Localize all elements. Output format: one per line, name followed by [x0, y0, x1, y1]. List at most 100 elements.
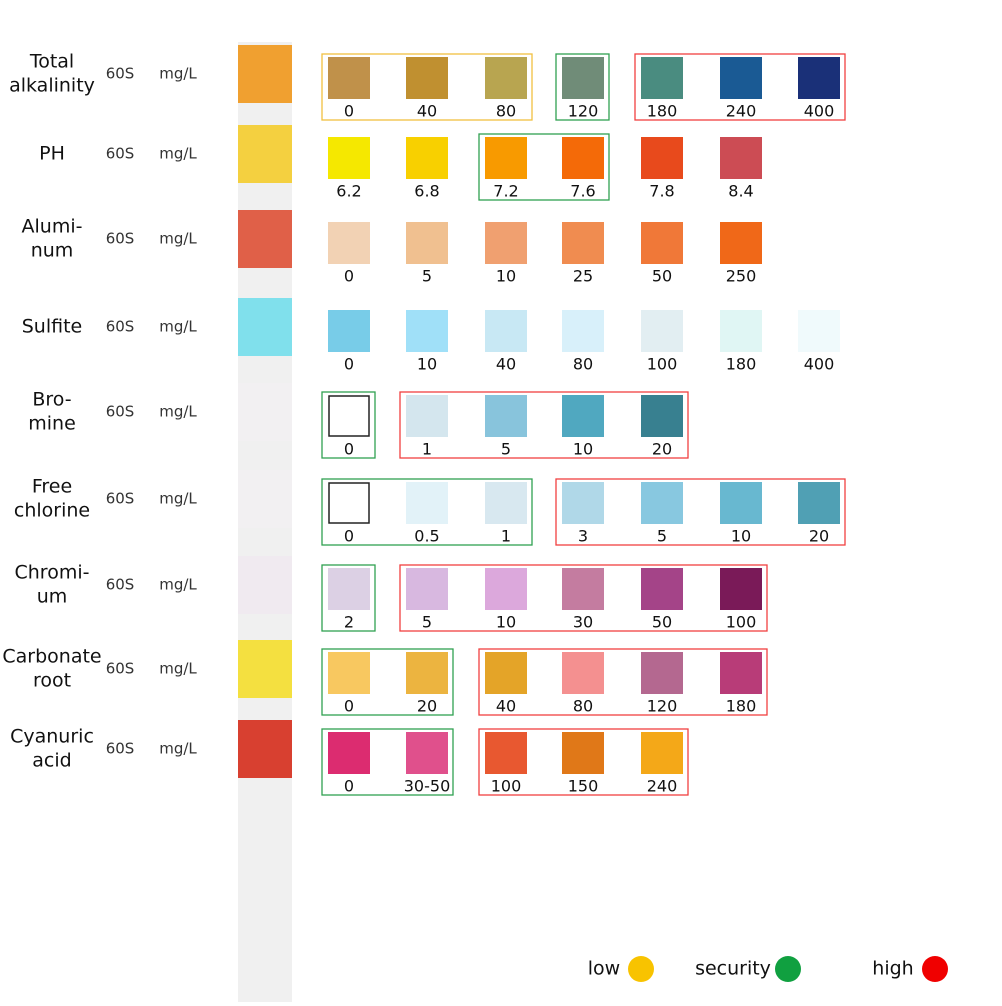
swatch-value: 40 — [496, 697, 516, 716]
color-swatch — [328, 222, 370, 264]
color-swatch — [406, 568, 448, 610]
swatch-value: 120 — [647, 697, 678, 716]
range-box — [399, 564, 768, 632]
swatch-value: 40 — [496, 355, 516, 374]
swatch-value: 100 — [647, 355, 678, 374]
color-swatch — [562, 310, 604, 352]
color-swatch — [485, 482, 527, 524]
color-swatch — [798, 482, 840, 524]
parameter-name: Cyanuric — [10, 726, 94, 748]
color-swatch — [641, 395, 683, 437]
swatch-value: 240 — [726, 102, 757, 121]
strip-pad — [238, 556, 292, 614]
strip-pad — [238, 470, 292, 528]
color-swatch — [720, 482, 762, 524]
color-swatch — [328, 57, 370, 99]
swatch-value: 0 — [344, 527, 354, 546]
legend-label: low — [588, 958, 620, 980]
swatch-value: 80 — [573, 355, 593, 374]
color-swatch — [641, 137, 683, 179]
swatch-value: 240 — [647, 777, 678, 796]
swatch-value: 30-50 — [404, 777, 451, 796]
color-swatch — [406, 652, 448, 694]
swatch-value: 2 — [344, 613, 354, 632]
test-time: 60S — [106, 230, 135, 248]
color-swatch — [798, 310, 840, 352]
swatch-value: 1 — [422, 440, 432, 459]
color-swatch — [328, 395, 370, 437]
color-swatch — [406, 137, 448, 179]
parameter-name: PH — [39, 143, 65, 165]
legend-label: security — [695, 958, 771, 980]
unit: mg/L — [159, 145, 197, 163]
swatch-value: 250 — [726, 267, 757, 286]
strip-pad — [238, 640, 292, 698]
color-swatch — [328, 482, 370, 524]
swatch-value: 180 — [647, 102, 678, 121]
unit: mg/L — [159, 660, 197, 678]
swatch-value: 180 — [726, 697, 757, 716]
range-box — [321, 648, 454, 716]
swatch-value: 8.4 — [728, 182, 753, 201]
swatch-value: 5 — [657, 527, 667, 546]
color-swatch — [720, 310, 762, 352]
color-swatch — [562, 222, 604, 264]
strip-pad — [238, 720, 292, 778]
test-time: 60S — [106, 403, 135, 421]
color-swatch — [485, 57, 527, 99]
color-swatch — [562, 568, 604, 610]
unit: mg/L — [159, 490, 197, 508]
range-box — [321, 728, 454, 796]
color-swatch — [641, 222, 683, 264]
unit: mg/L — [159, 230, 197, 248]
swatch-value: 10 — [496, 613, 516, 632]
color-swatch — [562, 395, 604, 437]
color-swatch — [562, 732, 604, 774]
color-swatch — [562, 137, 604, 179]
color-swatch — [641, 57, 683, 99]
unit: mg/L — [159, 576, 197, 594]
parameter-name: Total — [29, 51, 74, 73]
color-swatch — [562, 482, 604, 524]
swatch-value: 7.8 — [649, 182, 674, 201]
parameter-name: alkalinity — [9, 75, 95, 97]
range-box — [478, 133, 610, 201]
color-swatch — [720, 222, 762, 264]
strip-pad — [238, 383, 292, 441]
swatch-value: 400 — [804, 355, 835, 374]
color-swatch — [485, 395, 527, 437]
swatch-value: 80 — [496, 102, 516, 121]
test-time: 60S — [106, 65, 135, 83]
color-swatch — [485, 137, 527, 179]
swatch-value: 20 — [652, 440, 672, 459]
legend-dot — [775, 956, 801, 982]
strip-pad — [238, 125, 292, 183]
parameter-name: acid — [32, 750, 71, 772]
color-swatch — [798, 57, 840, 99]
swatch-value: 25 — [573, 267, 593, 286]
color-swatch — [328, 652, 370, 694]
test-time: 60S — [106, 576, 135, 594]
color-swatch — [641, 568, 683, 610]
parameter-name: Alumi- — [22, 216, 83, 238]
swatch-value: 0 — [344, 697, 354, 716]
swatch-value: 10 — [573, 440, 593, 459]
parameter-name: Sulfite — [22, 316, 83, 338]
swatch-value: 180 — [726, 355, 757, 374]
swatch-value: 40 — [417, 102, 437, 121]
swatch-value: 0 — [344, 267, 354, 286]
color-swatch — [720, 652, 762, 694]
color-swatch — [406, 732, 448, 774]
swatch-value: 0 — [344, 440, 354, 459]
legend-dot — [922, 956, 948, 982]
color-swatch — [720, 568, 762, 610]
swatch-value: 150 — [568, 777, 599, 796]
color-swatch — [485, 732, 527, 774]
legend-dot — [628, 956, 654, 982]
range-box — [478, 728, 689, 796]
range-box — [321, 564, 376, 632]
swatch-value: 5 — [422, 267, 432, 286]
strip-pad — [238, 298, 292, 356]
range-box — [399, 391, 689, 459]
swatch-value: 120 — [568, 102, 599, 121]
